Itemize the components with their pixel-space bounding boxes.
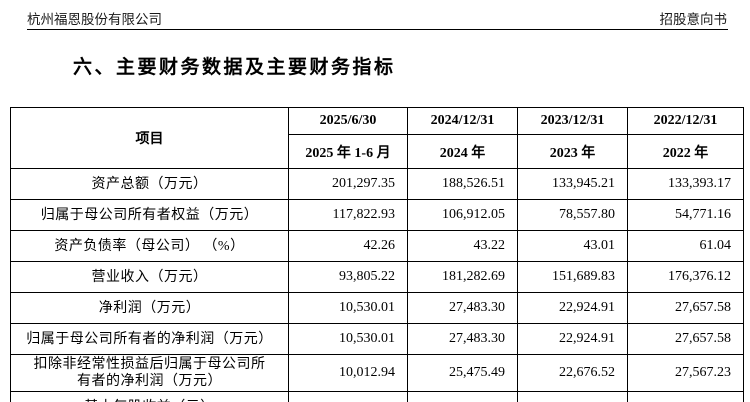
doc-type-label: 招股意向书: [659, 12, 728, 27]
row-value: [407, 391, 518, 402]
row-value: 10,012.94: [288, 354, 408, 392]
column-header-period-2024: 2024 年: [407, 134, 518, 169]
row-label-text: 归属于母公司所有者权益（万元）: [40, 207, 259, 223]
row-value: 78,557.80: [517, 199, 628, 231]
section-title: 六、主要财务数据及主要财务指标: [73, 57, 396, 78]
column-header-item: 项目: [10, 107, 289, 169]
row-value: 42.26: [288, 230, 408, 262]
row-value: 151,689.83: [517, 261, 628, 293]
row-value: 27,483.30: [407, 323, 518, 355]
table-row: 基本每股收益（元）: [10, 391, 744, 402]
row-label-text: 归属于母公司所有者的净利润（万元）: [26, 331, 273, 347]
table-row: 净利润（万元） 10,530.01 27,483.30 22,924.91 27,657…: [10, 292, 744, 324]
column-header-date-2022: 2022/12/31: [627, 107, 744, 135]
table-header-row-dates: 项目 2025/6/30 2024/12/31 2023/12/31 2022/…: [10, 107, 744, 169]
row-value: 22,676.52: [517, 354, 628, 392]
row-value: 27,657.58: [627, 323, 744, 355]
row-label-text: 资产负债率（母公司） （%）: [54, 238, 245, 254]
table-head: 项目 2025/6/30 2024/12/31 2023/12/31 2022/…: [10, 107, 744, 169]
table-row: 资产总额（万元） 201,297.35 188,526.51 133,945.21 13…: [10, 168, 744, 200]
row-value: 176,376.12: [627, 261, 744, 293]
row-value: 27,483.30: [407, 292, 518, 324]
header-rule: [27, 29, 728, 30]
row-label-text: 扣除非经常性损益后归属于母公司所有者的净利润（万元）: [33, 357, 266, 389]
row-label: 净利润（万元）: [10, 292, 289, 324]
column-header-date-2023: 2023/12/31: [517, 107, 628, 135]
row-value: [288, 391, 408, 402]
row-value: 188,526.51: [407, 168, 518, 200]
table-row: 资产负债率（母公司） （%） 42.26 43.22 43.01 61.04: [10, 230, 744, 262]
row-label-text: 净利润（万元）: [98, 300, 201, 316]
table-row: 扣除非经常性损益后归属于母公司所有者的净利润（万元） 10,012.94 25,47…: [10, 354, 744, 392]
row-value: 10,530.01: [288, 323, 408, 355]
row-value: 27,567.23: [627, 354, 744, 392]
row-value: 54,771.16: [627, 199, 744, 231]
row-value: 22,924.91: [517, 292, 628, 324]
column-header-period-2025: 2025 年 1-6 月: [288, 134, 408, 169]
table-row: 归属于母公司所有者权益（万元） 117,822.93 106,912.05 78,55…: [10, 199, 744, 231]
table-body: 资产总额（万元） 201,297.35 188,526.51 133,945.21 13…: [10, 168, 744, 402]
row-value: 106,912.05: [407, 199, 518, 231]
row-value: [627, 391, 744, 402]
row-label-text: 基本每股收益（元）: [84, 400, 215, 402]
row-value: 133,393.17: [627, 168, 744, 200]
row-label: 归属于母公司所有者权益（万元）: [10, 199, 289, 231]
row-value: 25,475.49: [407, 354, 518, 392]
row-value: 43.01: [517, 230, 628, 262]
row-label-text: 营业收入（万元）: [91, 269, 208, 285]
column-header-period-2022: 2022 年: [627, 134, 744, 169]
row-value: 181,282.69: [407, 261, 518, 293]
row-label: 归属于母公司所有者的净利润（万元）: [10, 323, 289, 355]
page-header: 杭州福恩股份有限公司 招股意向书: [27, 8, 727, 28]
row-value: 10,530.01: [288, 292, 408, 324]
table-row: 归属于母公司所有者的净利润（万元） 10,530.01 27,483.30 22,92…: [10, 323, 744, 355]
row-value: 22,924.91: [517, 323, 628, 355]
row-value: 43.22: [407, 230, 518, 262]
table-header-row-periods: 2025 年 1-6 月 2024 年 2023 年 2022 年: [11, 134, 744, 169]
row-label: 基本每股收益（元）: [10, 391, 289, 402]
row-value: [517, 391, 628, 402]
row-value: 133,945.21: [517, 168, 628, 200]
row-label: 资产总额（万元）: [10, 168, 289, 200]
row-value: 201,297.35: [288, 168, 408, 200]
row-value: 93,805.22: [288, 261, 408, 293]
row-label: 资产负债率（母公司） （%）: [10, 230, 289, 262]
row-value: 117,822.93: [288, 199, 408, 231]
company-name: 杭州福恩股份有限公司: [27, 12, 162, 27]
row-value: 27,657.58: [627, 292, 744, 324]
row-label-text: 资产总额（万元）: [91, 176, 208, 192]
financial-table: 项目 2025/6/30 2024/12/31 2023/12/31 2022/…: [10, 107, 744, 402]
column-header-date-2025: 2025/6/30: [288, 107, 408, 135]
row-label: 营业收入（万元）: [10, 261, 289, 293]
row-value: 61.04: [627, 230, 744, 262]
column-header-period-2023: 2023 年: [517, 134, 628, 169]
table-row: 营业收入（万元） 93,805.22 181,282.69 151,689.83 176…: [10, 261, 744, 293]
column-header-date-2024: 2024/12/31: [407, 107, 518, 135]
row-label: 扣除非经常性损益后归属于母公司所有者的净利润（万元）: [10, 354, 289, 392]
